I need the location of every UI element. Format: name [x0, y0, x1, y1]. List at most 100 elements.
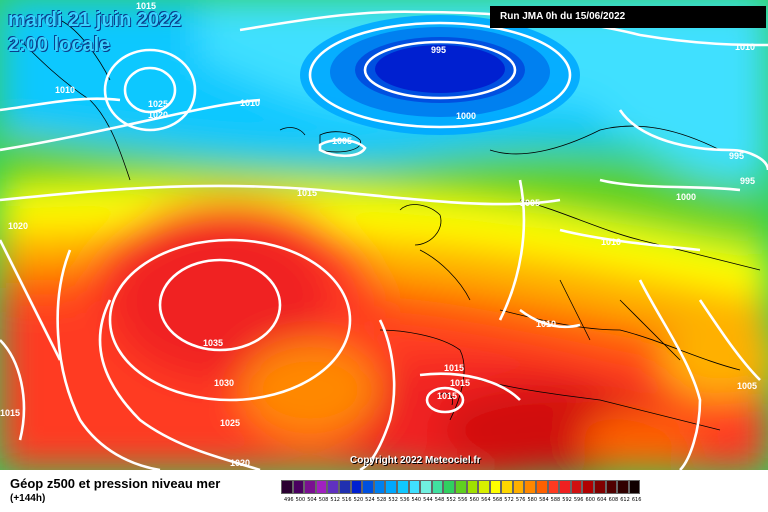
scale-swatch [362, 480, 374, 494]
isobar-label: 1000 [456, 111, 476, 121]
scale-tick: 524 [365, 497, 375, 503]
isobar-label: 1005 [332, 136, 352, 146]
isobar-label: 1005 [520, 198, 540, 208]
scale-swatch [454, 480, 467, 494]
isobar-label: 1015 [450, 378, 470, 388]
scale-tick: 540 [411, 497, 422, 503]
isobar-label: 1025 [220, 418, 240, 428]
isobar-label: 1015 [0, 408, 20, 418]
legend-subtitle: (+144h) [10, 493, 46, 504]
scale-swatch [594, 480, 606, 494]
scale-tick: 532 [388, 497, 398, 503]
scale-swatch [570, 480, 583, 494]
isobar-label: 1015 [444, 363, 464, 373]
scale-swatch [489, 480, 502, 494]
scale-tick: 508 [318, 497, 329, 503]
scale-swatch [292, 480, 305, 494]
scale-swatch [338, 480, 351, 494]
scale-swatch [559, 480, 571, 494]
scale-tick: 520 [353, 497, 364, 503]
isobar-label: 1015 [136, 1, 156, 11]
legend-panel: Géop z500 et pression niveau mer (+144h)… [0, 470, 768, 512]
scale-swatch [547, 480, 560, 494]
isobar-label: 1005 [737, 381, 757, 391]
run-info: Run JMA 0h du 15/06/2022 [490, 6, 766, 28]
color-scale-ticks: 496 500 504 508 512 516 520 524 528 532 536 540 544 5… [283, 497, 642, 503]
scale-tick: 596 [573, 497, 584, 503]
scale-tick: 504 [307, 497, 317, 503]
scale-swatch [582, 480, 595, 494]
scale-swatch [501, 480, 513, 494]
scale-tick: 604 [597, 497, 607, 503]
scale-tick: 552 [446, 497, 456, 503]
isobar-label: 1020 [8, 221, 28, 231]
isobar-label: 1010 [601, 237, 621, 247]
isobar-label: 1010 [240, 98, 260, 108]
legend-title: Géop z500 et pression niveau mer [10, 476, 221, 491]
copyright: Copyright 2022 Meteociel.fr [350, 455, 481, 466]
scale-tick: 584 [539, 497, 549, 503]
scale-swatch [420, 480, 432, 494]
isobar-label: 1000 [676, 192, 696, 202]
scale-tick: 560 [469, 497, 480, 503]
scale-tick: 592 [562, 497, 572, 503]
scale-tick: 564 [481, 497, 491, 503]
color-scale [281, 480, 641, 494]
scale-swatch [385, 480, 397, 494]
scale-tick: 576 [515, 497, 526, 503]
isobar-label: 995 [729, 151, 744, 161]
scale-swatch [304, 480, 316, 494]
scale-tick: 536 [399, 497, 410, 503]
scale-tick: 616 [631, 497, 642, 503]
scale-tick: 496 [284, 497, 294, 503]
scale-tick: 568 [492, 497, 503, 503]
scale-tick: 608 [608, 497, 619, 503]
isobar-label: 1025 [148, 99, 168, 109]
scale-tick: 612 [620, 497, 630, 503]
scale-swatch [617, 480, 629, 494]
scale-tick: 600 [585, 497, 595, 503]
isobar-label: 1020 [148, 110, 168, 120]
forecast-date: mardi 21 juin 2022 [8, 9, 182, 31]
scale-tick: 556 [457, 497, 468, 503]
scale-swatch [478, 480, 490, 494]
scale-tick: 548 [434, 497, 445, 503]
isobar-label: 995 [740, 176, 755, 186]
isobar-label: 1020 [230, 458, 250, 468]
weather-map: 1015 1010 1025 1020 1010 995 1000 1010 1… [0, 0, 768, 470]
scale-swatch [408, 480, 421, 494]
scale-swatch [315, 480, 328, 494]
scale-swatch [350, 480, 363, 494]
isobars [0, 10, 768, 470]
scale-tick: 528 [376, 497, 387, 503]
scale-tick: 588 [550, 497, 561, 503]
isobar-label: 1010 [735, 42, 755, 52]
geopotential-shading [0, 0, 768, 470]
scale-swatch [605, 480, 618, 494]
isobar-label: 1030 [214, 378, 234, 388]
scale-tick: 572 [504, 497, 514, 503]
isobar-label: 1015 [297, 188, 317, 198]
isobar-label: 1035 [203, 338, 223, 348]
scale-swatch [431, 480, 444, 494]
scale-tick: 512 [330, 497, 340, 503]
forecast-time: 2:00 locale [8, 34, 111, 56]
scale-swatch [466, 480, 479, 494]
scale-swatch [512, 480, 525, 494]
isobar-label: 1010 [536, 319, 556, 329]
scale-tick: 500 [295, 497, 306, 503]
low-pressure-core [300, 15, 580, 135]
isobar-labels: 1015 1010 1025 1020 1010 995 1000 1010 1… [0, 1, 757, 468]
scale-swatch [536, 480, 548, 494]
scale-swatch [443, 480, 455, 494]
map-canvas: 1015 1010 1025 1020 1010 995 1000 1010 1… [0, 0, 768, 470]
scale-swatch [524, 480, 537, 494]
scale-swatch [281, 480, 293, 494]
scale-tick: 516 [341, 497, 352, 503]
scale-tick: 544 [423, 497, 433, 503]
isobar-label: 1015 [437, 391, 457, 401]
scale-tick: 580 [527, 497, 538, 503]
scale-swatch [628, 480, 641, 494]
scale-swatch [396, 480, 409, 494]
isobar-label: 1010 [55, 85, 75, 95]
